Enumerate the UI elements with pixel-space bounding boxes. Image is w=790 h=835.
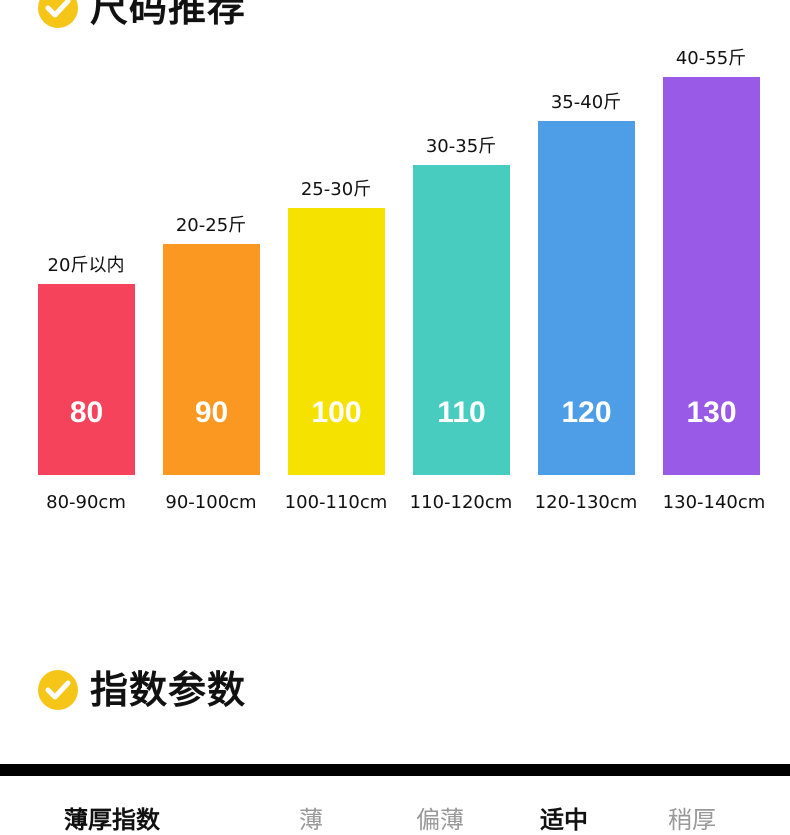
size-value: 90 bbox=[194, 396, 229, 429]
weight-label: 20-25斤 bbox=[175, 215, 247, 236]
size-bar-90: 90 bbox=[163, 244, 260, 475]
index-params-header: 指数参数 bbox=[38, 670, 246, 710]
height-range-label: 120-130cm bbox=[534, 492, 638, 513]
height-range-label: 80-90cm bbox=[46, 492, 126, 513]
size-recommend-header: 尺码推荐 bbox=[38, 0, 246, 28]
weight-label: 20斤以内 bbox=[47, 255, 125, 276]
height-range-label: 90-100cm bbox=[165, 492, 257, 513]
check-circle-icon bbox=[38, 0, 78, 28]
divider-bar bbox=[0, 764, 790, 776]
weight-label: 30-35斤 bbox=[425, 136, 497, 157]
thickness-scale: 薄厚指数 薄 偏薄 适中 稍厚 bbox=[0, 800, 790, 834]
size-value: 130 bbox=[686, 396, 737, 429]
height-range-label: 130-140cm bbox=[662, 492, 766, 513]
size-value: 80 bbox=[69, 396, 104, 429]
size-value: 100 bbox=[311, 396, 362, 429]
size-bar-110: 110 bbox=[413, 165, 510, 475]
size-value: 110 bbox=[437, 396, 486, 429]
size-value: 120 bbox=[561, 396, 612, 429]
height-range-label: 100-110cm bbox=[284, 492, 388, 513]
size-recommend-title: 尺码推荐 bbox=[90, 0, 247, 30]
weight-label: 35-40斤 bbox=[550, 92, 622, 113]
weight-label: 25-30斤 bbox=[300, 179, 372, 200]
weight-label: 40-55斤 bbox=[675, 48, 747, 69]
size-bar-130: 130 bbox=[663, 77, 760, 475]
size-bar-120: 120 bbox=[538, 121, 635, 475]
height-range-label: 110-120cm bbox=[409, 492, 513, 513]
size-bar-100: 100 bbox=[288, 208, 385, 475]
size-bar-80: 80 bbox=[38, 284, 135, 475]
check-circle-icon bbox=[38, 670, 78, 710]
index-params-title: 指数参数 bbox=[90, 668, 247, 712]
